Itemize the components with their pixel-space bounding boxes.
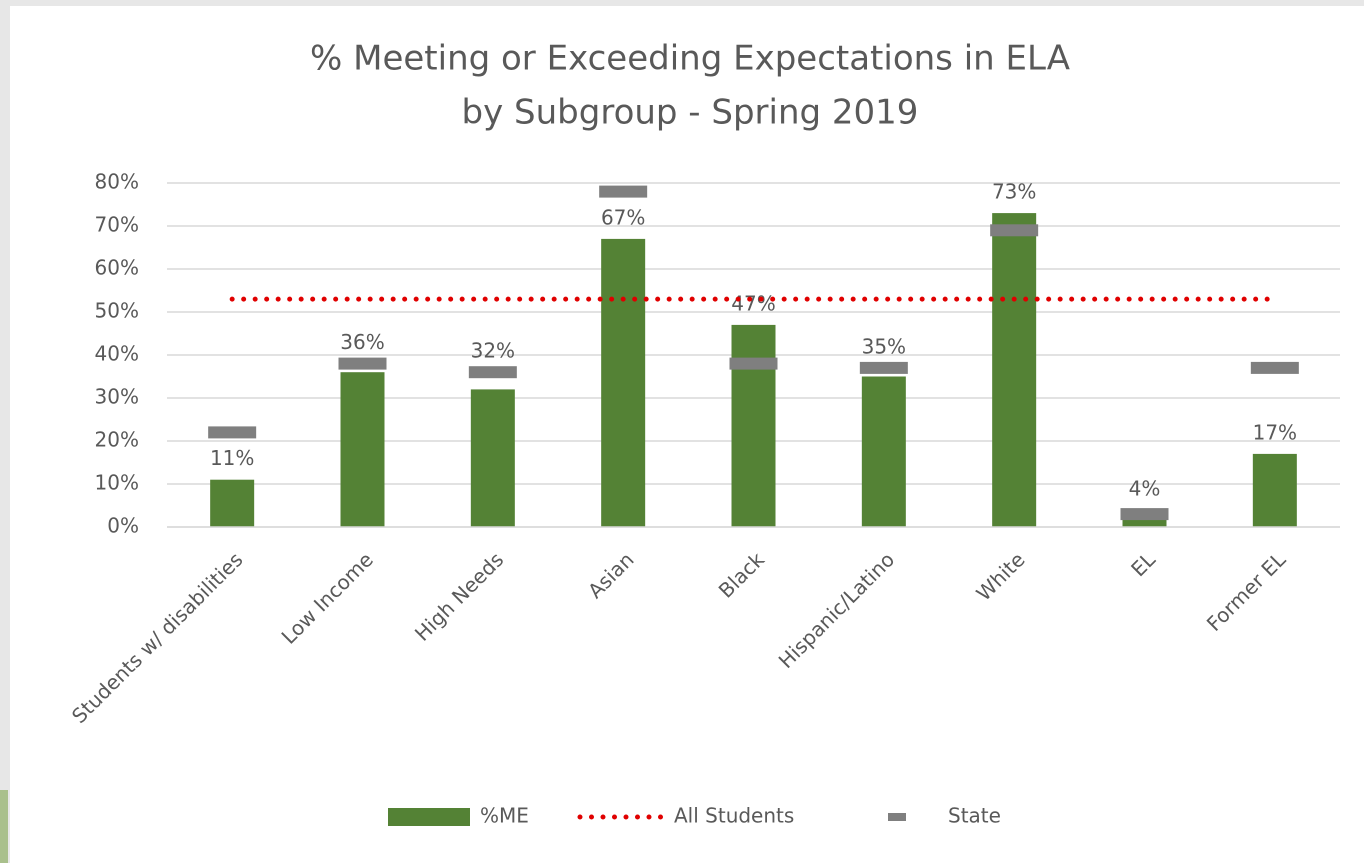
chart-title: % Meeting or Exceeding Expectations in E… [310,39,1070,79]
y-tick-label: 50% [95,299,139,323]
state-marker [599,185,648,198]
state-marker [859,361,908,374]
legend-label: %ME [480,804,529,828]
legend-swatch [888,813,906,821]
bar [210,479,255,527]
state-marker [468,366,517,379]
bar [731,324,776,527]
state-marker [729,357,778,370]
state-marker [1120,508,1169,521]
data-label: 17% [1253,420,1297,444]
y-tick-label: 30% [95,385,139,409]
y-tick-label: 70% [95,213,139,237]
y-tick-label: 40% [95,342,139,366]
data-label: 73% [992,180,1036,204]
bar [1252,453,1297,527]
chart-title: by Subgroup - Spring 2019 [462,93,919,133]
data-label: 35% [862,334,906,358]
state-marker [990,224,1039,237]
data-label: 4% [1129,476,1161,500]
y-tick-label: 80% [95,170,139,194]
bar [470,389,515,527]
state-marker [338,357,387,370]
state-marker [1250,361,1299,374]
legend-label: State [948,804,1001,828]
y-tick-label: 20% [95,428,139,452]
bar [340,372,385,527]
data-label: 32% [471,339,515,363]
data-label: 11% [210,446,254,470]
y-tick-label: 10% [95,471,139,495]
data-label: 47% [731,291,775,315]
slide-edge [0,790,8,863]
y-tick-label: 0% [107,514,139,538]
bar [601,238,646,527]
legend-swatch [388,808,470,826]
data-label: 67% [601,205,645,229]
y-tick-label: 60% [95,256,139,280]
legend-label: All Students [674,804,794,828]
data-label: 36% [340,330,384,354]
bar [861,376,906,527]
bar [992,213,1037,527]
state-marker [208,426,257,439]
